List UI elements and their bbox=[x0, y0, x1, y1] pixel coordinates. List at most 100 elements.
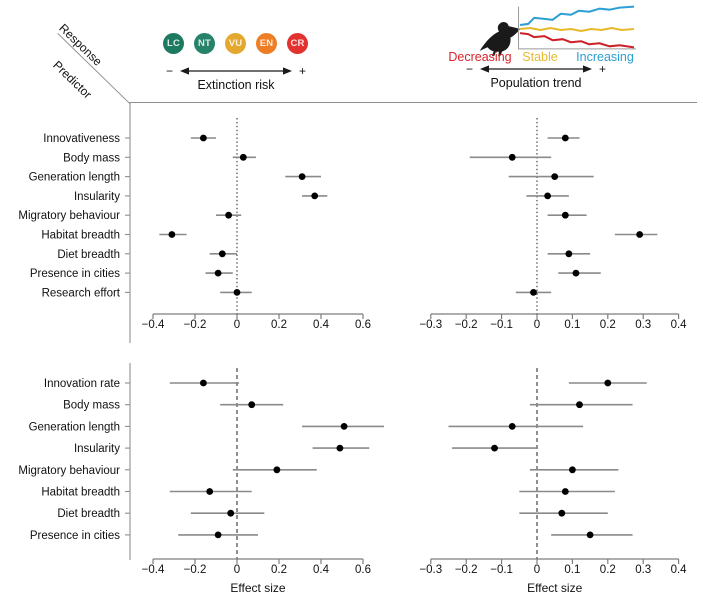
point-estimate bbox=[508, 423, 516, 430]
trend-label-stable: Stable bbox=[522, 50, 558, 64]
point-estimate bbox=[214, 269, 222, 277]
x-axis-tick-label: 0.2 bbox=[600, 319, 616, 331]
point-estimate bbox=[214, 531, 222, 539]
x-axis-tick-label: 0 bbox=[234, 564, 240, 576]
x-axis-tick-label: −0.1 bbox=[490, 319, 513, 331]
x-axis-tick-label: 0.4 bbox=[671, 564, 688, 576]
row-label: Generation length bbox=[29, 172, 120, 184]
point-estimate bbox=[248, 401, 256, 409]
point-estimate bbox=[311, 192, 319, 200]
x-axis-tick-label: −0.2 bbox=[455, 564, 478, 576]
x-axis-tick-label: 0.1 bbox=[564, 564, 580, 576]
population-trend-mini-chart bbox=[518, 5, 636, 50]
iucn-category-vu: VU bbox=[225, 33, 246, 54]
x-axis-title: Effect size bbox=[230, 581, 285, 595]
point-estimate bbox=[544, 192, 552, 200]
point-estimate bbox=[168, 231, 176, 238]
point-estimate bbox=[561, 211, 569, 219]
row-label: Presence in cities bbox=[30, 268, 120, 280]
x-axis-title: Effect size bbox=[527, 581, 582, 595]
x-axis-tick-label: 0 bbox=[234, 319, 240, 331]
double-arrow-icon bbox=[480, 65, 592, 73]
row-label: Migratory behaviour bbox=[18, 465, 120, 477]
x-axis-tick-label: 0.2 bbox=[271, 564, 287, 576]
x-axis-tick-label: 0.4 bbox=[313, 564, 330, 576]
trend-line-stable bbox=[519, 26, 635, 33]
minus-sign: − bbox=[465, 62, 473, 76]
x-axis-tick-label: −0.3 bbox=[419, 564, 442, 576]
point-estimate bbox=[569, 466, 576, 474]
bird-icon bbox=[479, 22, 521, 57]
x-axis-tick-label: 0.4 bbox=[671, 319, 688, 331]
trend-label-increasing: Increasing bbox=[576, 50, 634, 64]
population-trend-label: Population trend bbox=[490, 76, 582, 90]
iucn-category-lc: LC bbox=[163, 33, 184, 54]
point-estimate bbox=[530, 289, 537, 296]
population-trend-arrow-row: − + bbox=[450, 63, 622, 75]
extinction-risk-axis-legend: − + Extinction risk bbox=[150, 65, 322, 92]
row-label: Insularity bbox=[74, 191, 120, 203]
iucn-category-cr: CR bbox=[287, 33, 308, 54]
trend-line-increasing bbox=[519, 5, 635, 26]
point-estimate bbox=[558, 509, 566, 517]
x-axis-tick-label: −0.2 bbox=[455, 319, 478, 331]
row-label: Migratory behaviour bbox=[18, 210, 120, 222]
row-label: Habitat breadth bbox=[41, 230, 120, 242]
point-estimate bbox=[227, 509, 235, 517]
iucn-category-en: EN bbox=[256, 33, 277, 54]
point-estimate bbox=[298, 173, 306, 181]
row-label: Diet breadth bbox=[57, 249, 120, 261]
plus-sign: + bbox=[299, 64, 307, 78]
header-separator bbox=[130, 102, 697, 103]
point-estimate bbox=[336, 444, 344, 452]
row-label: Body mass bbox=[63, 400, 120, 412]
panel-top-left: Innovativeness Body mass Generation length… bbox=[18, 102, 371, 343]
point-estimate bbox=[604, 379, 612, 387]
row-label: Generation length bbox=[29, 421, 120, 433]
row-label: Habitat breadth bbox=[41, 487, 120, 499]
x-axis-tick-label: 0.6 bbox=[355, 319, 371, 331]
extinction-risk-arrow-row: − + bbox=[150, 65, 322, 77]
point-estimate bbox=[200, 134, 207, 142]
iucn-category-nt: NT bbox=[194, 33, 215, 54]
point-estimate bbox=[551, 173, 559, 181]
row-label: Insularity bbox=[74, 443, 120, 455]
x-axis-tick-label: −0.1 bbox=[490, 564, 513, 576]
point-estimate bbox=[565, 250, 573, 258]
x-axis-tick-label: 0.3 bbox=[635, 319, 651, 331]
x-axis-tick-label: 0 bbox=[534, 564, 540, 576]
point-estimate bbox=[561, 134, 569, 142]
point-estimate bbox=[586, 531, 594, 539]
x-axis-tick-label: 0.2 bbox=[600, 564, 616, 576]
point-estimate bbox=[273, 466, 281, 474]
point-estimate bbox=[239, 153, 247, 161]
trend-line-decreasing bbox=[519, 32, 635, 49]
x-axis-tick-label: 0.3 bbox=[635, 564, 651, 576]
x-axis-tick-label: 0.2 bbox=[271, 319, 287, 331]
point-estimate bbox=[508, 153, 516, 161]
panel-top-right: −0.3 −0.2 −0.1 0 0.1 0.2 0.3 0.4 bbox=[419, 118, 687, 331]
trend-label-decreasing: Decreasing bbox=[448, 50, 512, 64]
x-axis-tick-label: −0.4 bbox=[142, 319, 165, 331]
point-estimate bbox=[340, 423, 348, 430]
point-estimate bbox=[491, 444, 498, 452]
point-estimate bbox=[572, 269, 580, 277]
point-estimate bbox=[576, 401, 583, 409]
extinction-risk-label: Extinction risk bbox=[197, 78, 275, 92]
x-axis-tick-label: 0 bbox=[534, 319, 540, 331]
row-label: Body mass bbox=[63, 152, 120, 164]
row-label: Presence in cities bbox=[30, 530, 120, 542]
panel-bottom-left: Innovation rate Body mass Generation lengt… bbox=[18, 363, 384, 595]
x-axis-tick-label: 0.1 bbox=[564, 319, 580, 331]
point-estimate bbox=[206, 488, 214, 495]
x-axis-tick-label: −0.2 bbox=[184, 564, 207, 576]
population-trend-axis-legend: − + Population trend bbox=[450, 63, 622, 90]
double-arrow-icon bbox=[180, 67, 292, 75]
row-label: Innovation rate bbox=[44, 378, 120, 390]
plus-sign: + bbox=[599, 62, 607, 76]
point-estimate bbox=[218, 250, 226, 258]
x-axis-tick-label: 0.4 bbox=[313, 319, 330, 331]
panel-bottom-right: −0.3 −0.2 −0.1 0 0.1 0.2 0.3 0.4 Effect size bbox=[419, 368, 687, 595]
